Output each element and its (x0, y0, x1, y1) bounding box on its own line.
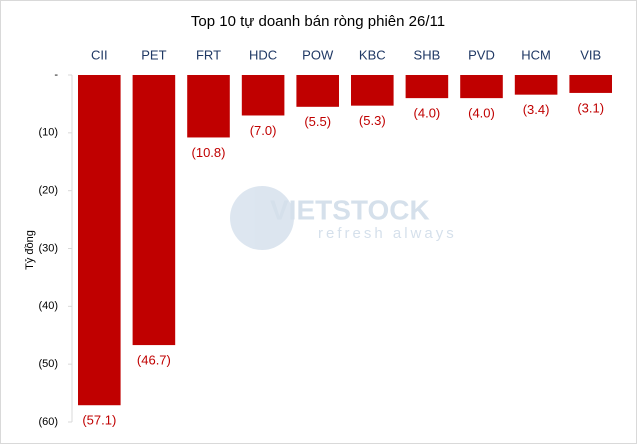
value-label: (57.1) (82, 413, 116, 428)
x-tick-label: FRT (196, 47, 221, 62)
bar (187, 75, 230, 138)
bar (405, 75, 449, 99)
bar (132, 75, 176, 346)
x-tick-label: POW (302, 47, 334, 62)
bar (460, 75, 503, 99)
value-label: (5.3) (359, 113, 386, 128)
bar (569, 75, 612, 93)
x-tick-label: SHB (414, 47, 441, 62)
x-tick-label: PVD (468, 47, 495, 62)
y-tick-label: (40) (38, 300, 58, 312)
y-tick-label: (20) (38, 185, 58, 197)
value-label: (10.8) (192, 145, 226, 160)
value-label: (3.1) (577, 100, 604, 115)
value-label: (4.0) (468, 106, 495, 121)
value-label: (7.0) (250, 123, 277, 138)
bar (78, 75, 121, 406)
x-tick-label: HDC (249, 47, 277, 62)
value-label: (3.4) (523, 102, 550, 117)
x-tick-label: VIB (580, 47, 601, 62)
bar (351, 75, 394, 106)
y-tick-label: - (54, 69, 58, 81)
y-tick-label: (60) (38, 416, 58, 428)
chart-title: Top 10 tự doanh bán ròng phiên 26/11 (191, 13, 445, 30)
x-tick-label: HCM (521, 47, 551, 62)
y-axis-title: Tỷ đồng (24, 230, 36, 270)
value-label: (4.0) (414, 106, 441, 121)
bar (296, 75, 339, 107)
bar (514, 75, 558, 95)
y-tick-label: (50) (38, 358, 58, 370)
y-tick-label: (10) (38, 127, 58, 139)
watermark-slogan: refresh always (318, 225, 457, 242)
bar (241, 75, 285, 116)
x-tick-label: KBC (359, 47, 386, 62)
value-label: (5.5) (304, 114, 331, 129)
watermark-brand: VIETSTOCK (270, 194, 430, 225)
y-tick-label: (30) (38, 242, 58, 254)
x-tick-label: PET (141, 47, 166, 62)
x-tick-label: CII (91, 47, 108, 62)
watermark-logo (230, 186, 294, 250)
value-label: (46.7) (137, 353, 171, 368)
watermark: VIETSTOCK refresh always (230, 186, 457, 250)
